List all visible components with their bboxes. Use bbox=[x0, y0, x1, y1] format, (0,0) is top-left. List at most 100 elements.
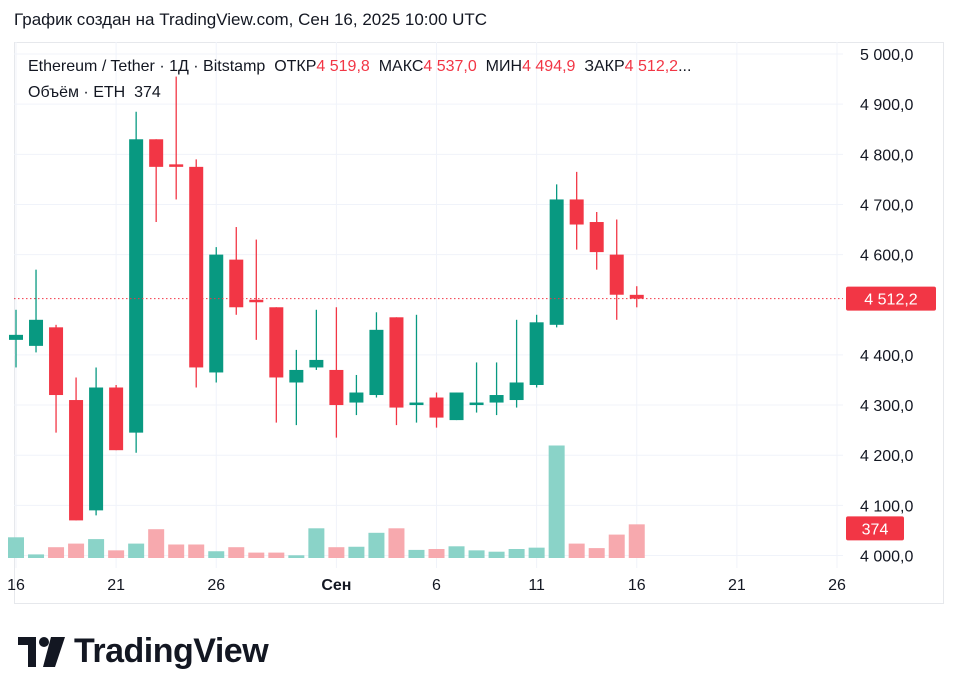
candle-body bbox=[449, 392, 464, 421]
time-tick-label: 26 bbox=[207, 577, 225, 594]
time-axis: 16 21 26 Сен 6 11 16 21 26 bbox=[7, 577, 846, 594]
time-tick-label: 16 bbox=[7, 577, 25, 594]
candle-body bbox=[629, 294, 644, 299]
time-tick-label: 21 bbox=[107, 577, 125, 594]
candle-body bbox=[549, 199, 564, 325]
price-tick-label: 4 700,0 bbox=[860, 197, 913, 214]
last-price-badge bbox=[846, 286, 936, 311]
volume-bar bbox=[448, 546, 465, 558]
time-tick-label: Сен bbox=[321, 577, 351, 594]
candle-body bbox=[169, 164, 184, 167]
candle-body bbox=[369, 329, 384, 396]
legend-high-label: МАКС bbox=[378, 58, 424, 75]
candle-body bbox=[209, 254, 224, 373]
volume-bar bbox=[468, 550, 485, 558]
time-tick-label: 26 bbox=[828, 577, 846, 594]
legend-ohlc: Ethereum / Tether · 1Д · Bitstamp ОТКР4 … bbox=[28, 58, 691, 76]
volume-bar bbox=[368, 532, 385, 558]
price-tick-label: 4 400,0 bbox=[860, 348, 913, 365]
legend-ellipsis: ... bbox=[678, 58, 692, 75]
legend-volume: Объём · ETH 374 bbox=[28, 84, 161, 102]
price-tick-label: 4 000,0 bbox=[860, 548, 913, 565]
volume-bar bbox=[328, 547, 345, 558]
volume-bar bbox=[528, 547, 545, 558]
candle-body bbox=[569, 199, 584, 225]
volume-bar bbox=[508, 549, 525, 558]
candle-body bbox=[489, 395, 504, 403]
legend-symbol[interactable]: Ethereum / Tether · 1Д · Bitstamp bbox=[28, 58, 266, 75]
price-tick-label: 4 800,0 bbox=[860, 147, 913, 164]
candle-body bbox=[289, 369, 304, 383]
volume-bar bbox=[548, 445, 565, 558]
tradingview-logo-icon bbox=[18, 636, 65, 667]
volume-bar bbox=[148, 529, 165, 558]
candle-body bbox=[109, 387, 124, 451]
candle-body bbox=[49, 327, 64, 396]
price-tick-label: 4 900,0 bbox=[860, 97, 913, 114]
candle-body bbox=[349, 392, 364, 403]
volume-bar bbox=[308, 528, 325, 558]
legend-close-label: ЗАКР bbox=[584, 58, 625, 75]
volume-bar bbox=[568, 543, 585, 558]
candle-body bbox=[389, 317, 404, 408]
legend-low-value: 4 494,9 bbox=[522, 58, 576, 75]
candle-body bbox=[409, 402, 424, 406]
volume-bar bbox=[128, 543, 145, 558]
candle-body bbox=[529, 322, 544, 385]
volume-bar bbox=[168, 544, 185, 558]
volume-bar bbox=[408, 549, 425, 558]
volume-bars bbox=[8, 445, 645, 558]
legend-open-label: ОТКР bbox=[274, 58, 317, 75]
volume-bar bbox=[108, 550, 125, 558]
volume-bar bbox=[348, 546, 365, 558]
volume-bar bbox=[8, 537, 25, 558]
volume-bar bbox=[428, 549, 445, 558]
candles bbox=[9, 76, 644, 521]
candle-body bbox=[589, 222, 604, 253]
candle-body bbox=[129, 139, 144, 433]
price-axis: 5 000,0 4 900,0 4 800,0 4 700,0 4 600,0 4 400… bbox=[860, 47, 913, 565]
volume-bar bbox=[608, 534, 625, 558]
candle-body bbox=[89, 387, 104, 511]
tradingview-logo[interactable]: TradingView bbox=[18, 632, 269, 671]
candle-body bbox=[69, 400, 84, 521]
time-tick-label: 6 bbox=[432, 577, 441, 594]
volume-bar bbox=[208, 551, 225, 558]
last-price-label: 4 512,2 bbox=[864, 292, 917, 309]
time-tick-label: 21 bbox=[728, 577, 746, 594]
last-price-marker: 4 512,2 374 bbox=[14, 286, 936, 541]
candle-body bbox=[229, 259, 244, 308]
candle-body bbox=[329, 369, 344, 406]
volume-bar bbox=[288, 555, 305, 558]
candle-body bbox=[249, 299, 264, 303]
candle-body bbox=[269, 307, 284, 378]
candle-body bbox=[29, 319, 44, 346]
chart-frame bbox=[14, 42, 944, 604]
candle-body bbox=[469, 402, 484, 406]
last-volume-badge bbox=[846, 516, 904, 541]
price-tick-label: 4 600,0 bbox=[860, 248, 913, 265]
volume-bar bbox=[48, 547, 65, 558]
legend-open-value: 4 519,8 bbox=[316, 58, 370, 75]
legend-volume-label[interactable]: Объём · ETH bbox=[28, 84, 126, 101]
candle-body bbox=[509, 382, 524, 401]
candle-body bbox=[309, 359, 324, 368]
volume-bar bbox=[248, 552, 265, 558]
legend-high-value: 4 537,0 bbox=[423, 58, 477, 75]
volume-bar bbox=[588, 548, 605, 558]
volume-bar bbox=[88, 539, 105, 558]
volume-bar bbox=[488, 551, 505, 558]
price-tick-label: 5 000,0 bbox=[860, 47, 913, 64]
volume-bar bbox=[228, 547, 245, 558]
price-tick-label: 4 100,0 bbox=[860, 498, 913, 515]
time-tick-label: 11 bbox=[528, 577, 545, 594]
last-volume-label: 374 bbox=[862, 521, 889, 538]
tradingview-logo-text: TradingView bbox=[74, 632, 269, 670]
chart-caption: График создан на TradingView.com, Сен 16… bbox=[14, 10, 488, 29]
volume-bar bbox=[628, 524, 645, 558]
price-tick-label: 4 200,0 bbox=[860, 448, 913, 465]
price-tick-label: 4 300,0 bbox=[860, 398, 913, 415]
candle-body bbox=[189, 166, 204, 368]
volume-bar bbox=[268, 552, 285, 558]
